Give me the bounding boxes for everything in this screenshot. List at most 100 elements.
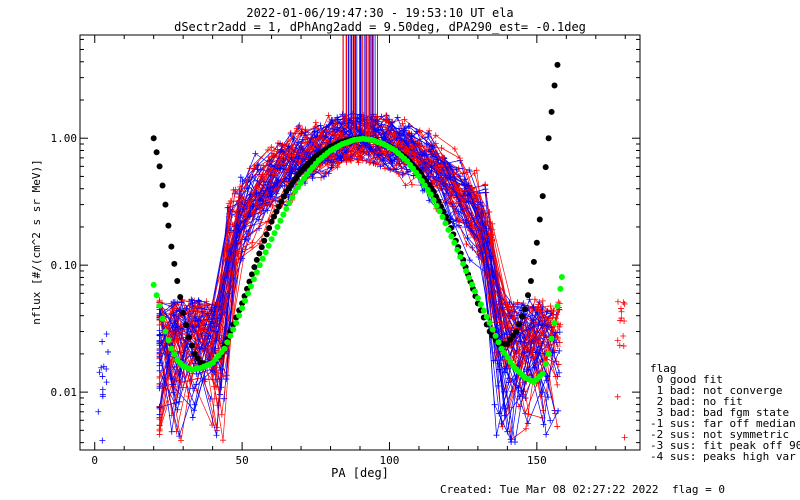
trace-point xyxy=(192,360,199,367)
fit-curves xyxy=(150,61,565,386)
trace-point xyxy=(241,212,248,219)
fit-point xyxy=(280,211,287,218)
fit-point xyxy=(530,258,537,265)
trace-point xyxy=(176,398,183,405)
trace-point xyxy=(156,374,163,381)
trace-point xyxy=(312,119,319,126)
trace-point xyxy=(189,318,196,325)
trace-point xyxy=(620,299,627,306)
trace-point xyxy=(432,164,439,171)
trace-point xyxy=(493,432,500,439)
trace-point xyxy=(547,310,554,317)
trace-point xyxy=(254,166,261,173)
trace-point xyxy=(453,200,460,207)
trace-point xyxy=(252,150,259,157)
chart-title-line2: dSectr2add = 1, dPhAng2add = 9.50deg, dP… xyxy=(174,20,586,34)
trace-point xyxy=(555,407,562,414)
fit-point xyxy=(256,262,263,269)
trace-point xyxy=(552,329,559,336)
trace-point xyxy=(103,331,110,338)
trace-point xyxy=(416,127,423,134)
trace-point xyxy=(616,342,623,349)
trace-point xyxy=(296,122,303,129)
trace-point xyxy=(189,297,196,304)
fit-point xyxy=(542,360,549,367)
fit-point xyxy=(168,243,175,250)
trace-point xyxy=(169,329,176,336)
trace-point xyxy=(614,337,621,344)
trace-point xyxy=(216,391,223,398)
trace-point xyxy=(236,208,243,215)
x-axis-label: PA [deg] xyxy=(331,466,389,480)
trace-point xyxy=(322,160,329,167)
trace-point xyxy=(539,297,546,304)
fit-point xyxy=(186,334,193,341)
trace-point xyxy=(536,299,543,306)
trace-point xyxy=(501,412,508,419)
fit-point xyxy=(298,179,305,186)
trace-point xyxy=(334,124,341,131)
trace-point xyxy=(509,388,516,395)
fit-point xyxy=(486,320,493,327)
fit-point xyxy=(271,213,278,220)
trace-point xyxy=(311,129,318,136)
fit-point xyxy=(247,283,254,290)
fit-point xyxy=(522,306,529,313)
trace-point xyxy=(202,376,209,383)
trace-point xyxy=(171,320,178,327)
trace-point xyxy=(528,351,535,358)
trace-point xyxy=(428,143,435,150)
trace-point xyxy=(453,166,460,173)
trace-point xyxy=(438,145,445,152)
legend-entry: 2 bad: no fit xyxy=(650,395,743,408)
trace-point xyxy=(267,188,274,195)
trace-point xyxy=(174,406,181,413)
trace-point xyxy=(380,157,387,164)
trace-point xyxy=(549,314,556,321)
fit-point xyxy=(278,198,285,205)
fit-point xyxy=(266,225,273,232)
trace-point xyxy=(103,365,110,372)
trace-point xyxy=(544,308,551,315)
trace-point xyxy=(317,122,324,129)
trace-point xyxy=(405,123,412,130)
fit-point xyxy=(504,354,511,361)
trace-point xyxy=(186,302,193,309)
trace-point xyxy=(554,423,561,430)
trace-point xyxy=(237,183,244,190)
trace-point xyxy=(455,185,462,192)
fit-point xyxy=(183,322,190,329)
trace-point xyxy=(224,204,231,211)
trace-point xyxy=(393,162,400,169)
fit-point xyxy=(150,135,157,142)
trace-point xyxy=(99,338,106,345)
fit-point xyxy=(258,244,265,251)
fit-point xyxy=(557,285,564,292)
trace-point xyxy=(517,338,524,345)
fit-point xyxy=(233,320,240,327)
fit-point xyxy=(191,350,198,357)
legend-entry: -1 sus: far off median xyxy=(650,417,796,430)
trace-point xyxy=(554,381,561,388)
trace-point xyxy=(463,241,470,248)
trace-point xyxy=(180,384,187,391)
fit-point xyxy=(545,135,552,142)
trace-point xyxy=(473,167,480,174)
trace-point xyxy=(375,127,382,134)
fit-point xyxy=(230,326,237,333)
fit-point xyxy=(513,328,520,335)
legend-entry: -4 sus: peaks high var xyxy=(650,450,796,463)
trace-point xyxy=(617,317,624,324)
trace-point xyxy=(104,348,111,355)
fit-point xyxy=(268,236,275,243)
trace-point xyxy=(617,305,624,312)
fit-point xyxy=(421,182,428,189)
fit-point xyxy=(162,201,169,208)
fit-point xyxy=(545,350,552,357)
trace-point xyxy=(177,320,184,327)
legend-entry: -3 sus: fit peak off 90 xyxy=(650,439,800,452)
fit-point xyxy=(153,292,160,299)
trace-point xyxy=(328,159,335,166)
trace-point xyxy=(522,410,529,417)
fit-point xyxy=(280,193,287,200)
